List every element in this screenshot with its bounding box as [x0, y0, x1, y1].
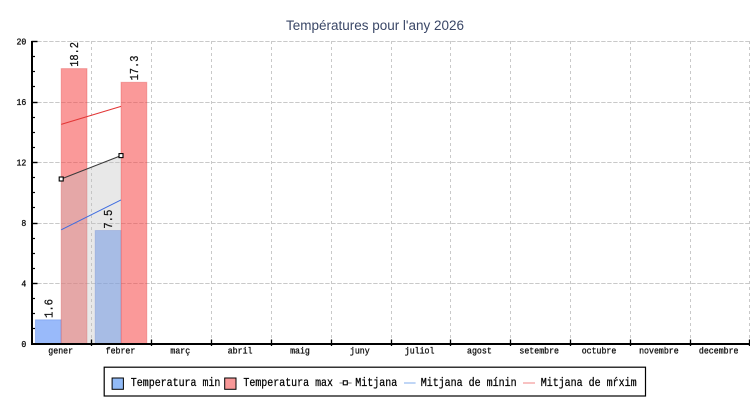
- svg-text:Mitjana de mínin: Mitjana de mínin: [421, 376, 517, 390]
- svg-text:7.5: 7.5: [102, 210, 116, 229]
- svg-text:Temperatura max: Temperatura max: [243, 376, 333, 390]
- svg-text:20: 20: [17, 36, 27, 47]
- svg-text:16: 16: [17, 97, 27, 108]
- svg-text:1.6: 1.6: [42, 299, 56, 318]
- svg-text:8: 8: [21, 218, 26, 229]
- svg-text:4: 4: [21, 278, 26, 289]
- svg-text:novembre: novembre: [639, 345, 679, 356]
- svg-text:18.2: 18.2: [68, 42, 82, 67]
- svg-text:maig: maig: [290, 345, 310, 356]
- svg-text:0: 0: [21, 339, 26, 350]
- svg-text:agost: agost: [467, 345, 492, 356]
- svg-text:Mitjana: Mitjana: [355, 376, 397, 390]
- svg-text:juny: juny: [350, 345, 370, 356]
- svg-text:Températures pour l'any 2026: Températures pour l'any 2026: [286, 18, 464, 33]
- svg-text:febrer: febrer: [106, 345, 136, 356]
- svg-text:octubre: octubre: [582, 345, 617, 356]
- svg-text:12: 12: [17, 157, 27, 168]
- svg-text:17.3: 17.3: [128, 56, 142, 81]
- svg-text:juliol: juliol: [405, 345, 435, 356]
- svg-text:gener: gener: [48, 345, 73, 356]
- svg-text:Mitjana de mŕxim: Mitjana de mŕxim: [541, 376, 637, 390]
- svg-text:març: març: [170, 345, 190, 356]
- svg-text:decembre: decembre: [699, 345, 739, 356]
- svg-text:Temperatura min: Temperatura min: [131, 376, 221, 390]
- svg-text:setembre: setembre: [519, 345, 559, 356]
- svg-text:abril: abril: [228, 345, 253, 356]
